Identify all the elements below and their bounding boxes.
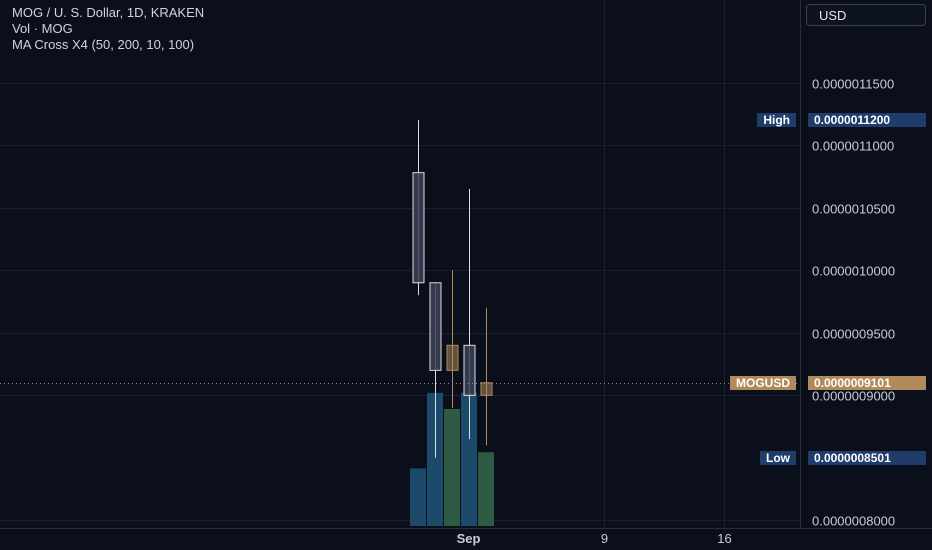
price-tick-label: 0.0000011000	[812, 139, 894, 154]
volume-indicator-label[interactable]: Vol · MOG	[12, 21, 73, 36]
time-tick-label: Sep	[457, 531, 481, 546]
high-marker-value: 0.0000011200	[808, 113, 926, 128]
price-tick-label: 0.0000010000	[812, 264, 895, 279]
volume-bar	[461, 392, 477, 526]
price-axis[interactable]: 0.0000008000 0.0000009000 0.0000009500 0.00…	[812, 77, 895, 529]
last-price-symbol: MOGUSD	[730, 375, 796, 390]
volume-bars	[410, 392, 494, 526]
candle-body	[463, 344, 476, 396]
price-tick-label: 0.0000008000	[812, 514, 895, 529]
time-tick-label: 16	[717, 531, 731, 546]
low-marker-value: 0.0000008501	[808, 450, 926, 465]
chart-grid	[0, 0, 800, 528]
last-price-marker: MOGUSD 0.0000009101	[0, 375, 932, 390]
price-tick-label: 0.0000009000	[812, 389, 895, 404]
low-marker-label: Low	[760, 450, 796, 465]
time-axis[interactable]: Sep 9 16	[457, 531, 732, 546]
high-marker: High 0.0000011200	[0, 113, 932, 128]
price-tick-label: 0.0000011500	[812, 77, 894, 92]
last-price-value: 0.0000009101	[808, 375, 926, 390]
volume-bar	[444, 409, 460, 526]
symbol-title[interactable]: MOG / U. S. Dollar, 1D, KRAKEN	[12, 5, 205, 20]
candle-body	[412, 172, 425, 284]
time-tick-label: 9	[601, 531, 608, 546]
volume-bar	[427, 392, 443, 526]
volume-bar	[410, 468, 426, 526]
ma-cross-indicator-label[interactable]: MA Cross X4 (50, 200, 10, 100)	[12, 37, 195, 52]
low-marker: Low 0.0000008501	[0, 450, 932, 465]
high-marker-label: High	[757, 113, 796, 128]
volume-bar	[478, 452, 494, 526]
candle-body	[446, 344, 459, 371]
currency-button[interactable]: USD	[806, 4, 926, 26]
price-tick-label: 0.0000009500	[812, 327, 895, 342]
candle-body	[429, 282, 442, 371]
chart-legend: MOG / U. S. Dollar, 1D, KRAKEN Vol · MOG…	[12, 5, 204, 53]
candle-body	[480, 382, 493, 396]
price-tick-label: 0.0000010500	[812, 202, 895, 217]
candlestick-series	[412, 120, 493, 458]
